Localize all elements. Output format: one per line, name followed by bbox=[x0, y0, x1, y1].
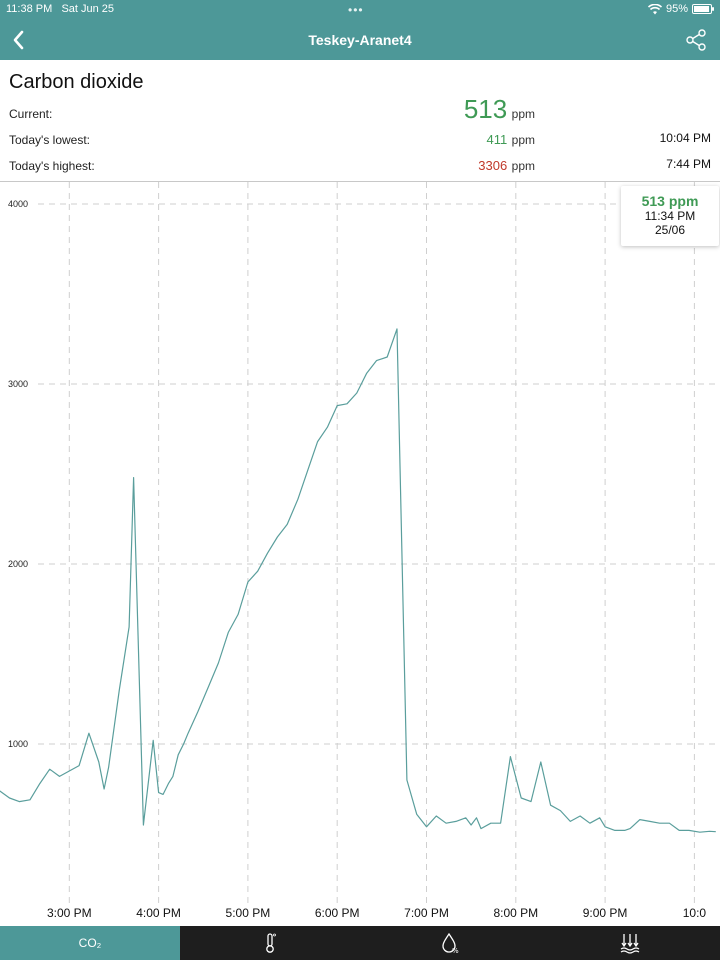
status-bar: 11:38 PM Sat Jun 25 ••• 95% bbox=[0, 0, 720, 22]
battery-percent: 95% bbox=[665, 3, 688, 15]
co2-series-line bbox=[0, 328, 716, 833]
highest-unit: ppm bbox=[511, 159, 535, 173]
tooltip-date: 25/06 bbox=[654, 223, 686, 237]
wifi-icon bbox=[647, 3, 662, 14]
tab-temperature[interactable] bbox=[180, 926, 360, 960]
y-tick-label: 1000 bbox=[8, 739, 28, 749]
status-right: 95% bbox=[647, 3, 714, 15]
lowest-value: 411 bbox=[486, 132, 508, 147]
tab-humidity[interactable]: % bbox=[360, 926, 540, 960]
tooltip-value: 513 ppm bbox=[641, 193, 699, 209]
co2-icon: CO₂ bbox=[78, 936, 102, 950]
current-reading: 513 ppm bbox=[464, 94, 535, 125]
y-tick-label: 3000 bbox=[8, 379, 28, 389]
co2-line-chart[interactable]: 100020003000400000 PM3:00 PM4:00 PM5:00 … bbox=[0, 182, 720, 926]
nav-bar: Teskey-Aranet4 bbox=[0, 22, 720, 60]
pressure-icon bbox=[620, 934, 640, 954]
x-tick-label: 3:00 PM bbox=[47, 906, 92, 920]
current-unit: ppm bbox=[511, 107, 535, 121]
multitasking-dots-icon[interactable]: ••• bbox=[348, 3, 364, 17]
x-tick-label: 9:00 PM bbox=[583, 906, 628, 920]
sensor-heading: Carbon dioxide bbox=[9, 71, 144, 93]
x-tick-label: 6:00 PM bbox=[315, 906, 360, 920]
x-tick-label: 8:00 PM bbox=[493, 906, 538, 920]
y-tick-label: 2000 bbox=[8, 559, 28, 569]
svg-text:%: % bbox=[452, 947, 459, 954]
header-divider bbox=[0, 181, 720, 182]
current-label: Current: bbox=[9, 107, 53, 121]
humidity-icon: % bbox=[442, 932, 459, 954]
current-value: 513 bbox=[463, 94, 508, 124]
highest-time: 7:44 PM bbox=[666, 157, 711, 171]
thermometer-icon bbox=[266, 933, 276, 953]
highest-value: 3306 bbox=[478, 158, 508, 173]
lowest-label: Today's lowest: bbox=[9, 133, 90, 147]
chevron-left-icon[interactable] bbox=[6, 26, 34, 54]
share-icon[interactable] bbox=[684, 28, 708, 52]
lowest-reading: 411 ppm bbox=[486, 131, 535, 149]
lowest-time: 10:04 PM bbox=[659, 131, 711, 145]
highest-label: Today's highest: bbox=[9, 159, 95, 173]
highest-reading: 3306 ppm bbox=[478, 157, 535, 175]
bottom-tab-bar: CO₂ % bbox=[0, 926, 720, 960]
tab-co2[interactable]: CO₂ bbox=[0, 926, 180, 960]
x-tick-label: 7:00 PM bbox=[404, 906, 449, 920]
x-tick-label: 5:00 PM bbox=[226, 906, 271, 920]
x-tick-label: 4:00 PM bbox=[136, 906, 181, 920]
page-title: Teskey-Aranet4 bbox=[308, 32, 412, 48]
reading-tooltip: 513 ppm 11:34 PM 25/06 bbox=[621, 186, 719, 246]
battery-icon bbox=[692, 4, 714, 14]
summary-panel: Carbon dioxide Current: 513 ppm Today's … bbox=[0, 60, 720, 182]
status-time: 11:38 PM Sat Jun 25 bbox=[6, 3, 115, 15]
tab-pressure[interactable] bbox=[540, 926, 720, 960]
y-tick-label: 4000 bbox=[8, 199, 28, 209]
x-tick-label: 10:0 bbox=[683, 906, 707, 920]
lowest-unit: ppm bbox=[511, 133, 535, 147]
tooltip-time: 11:34 PM bbox=[644, 209, 696, 223]
